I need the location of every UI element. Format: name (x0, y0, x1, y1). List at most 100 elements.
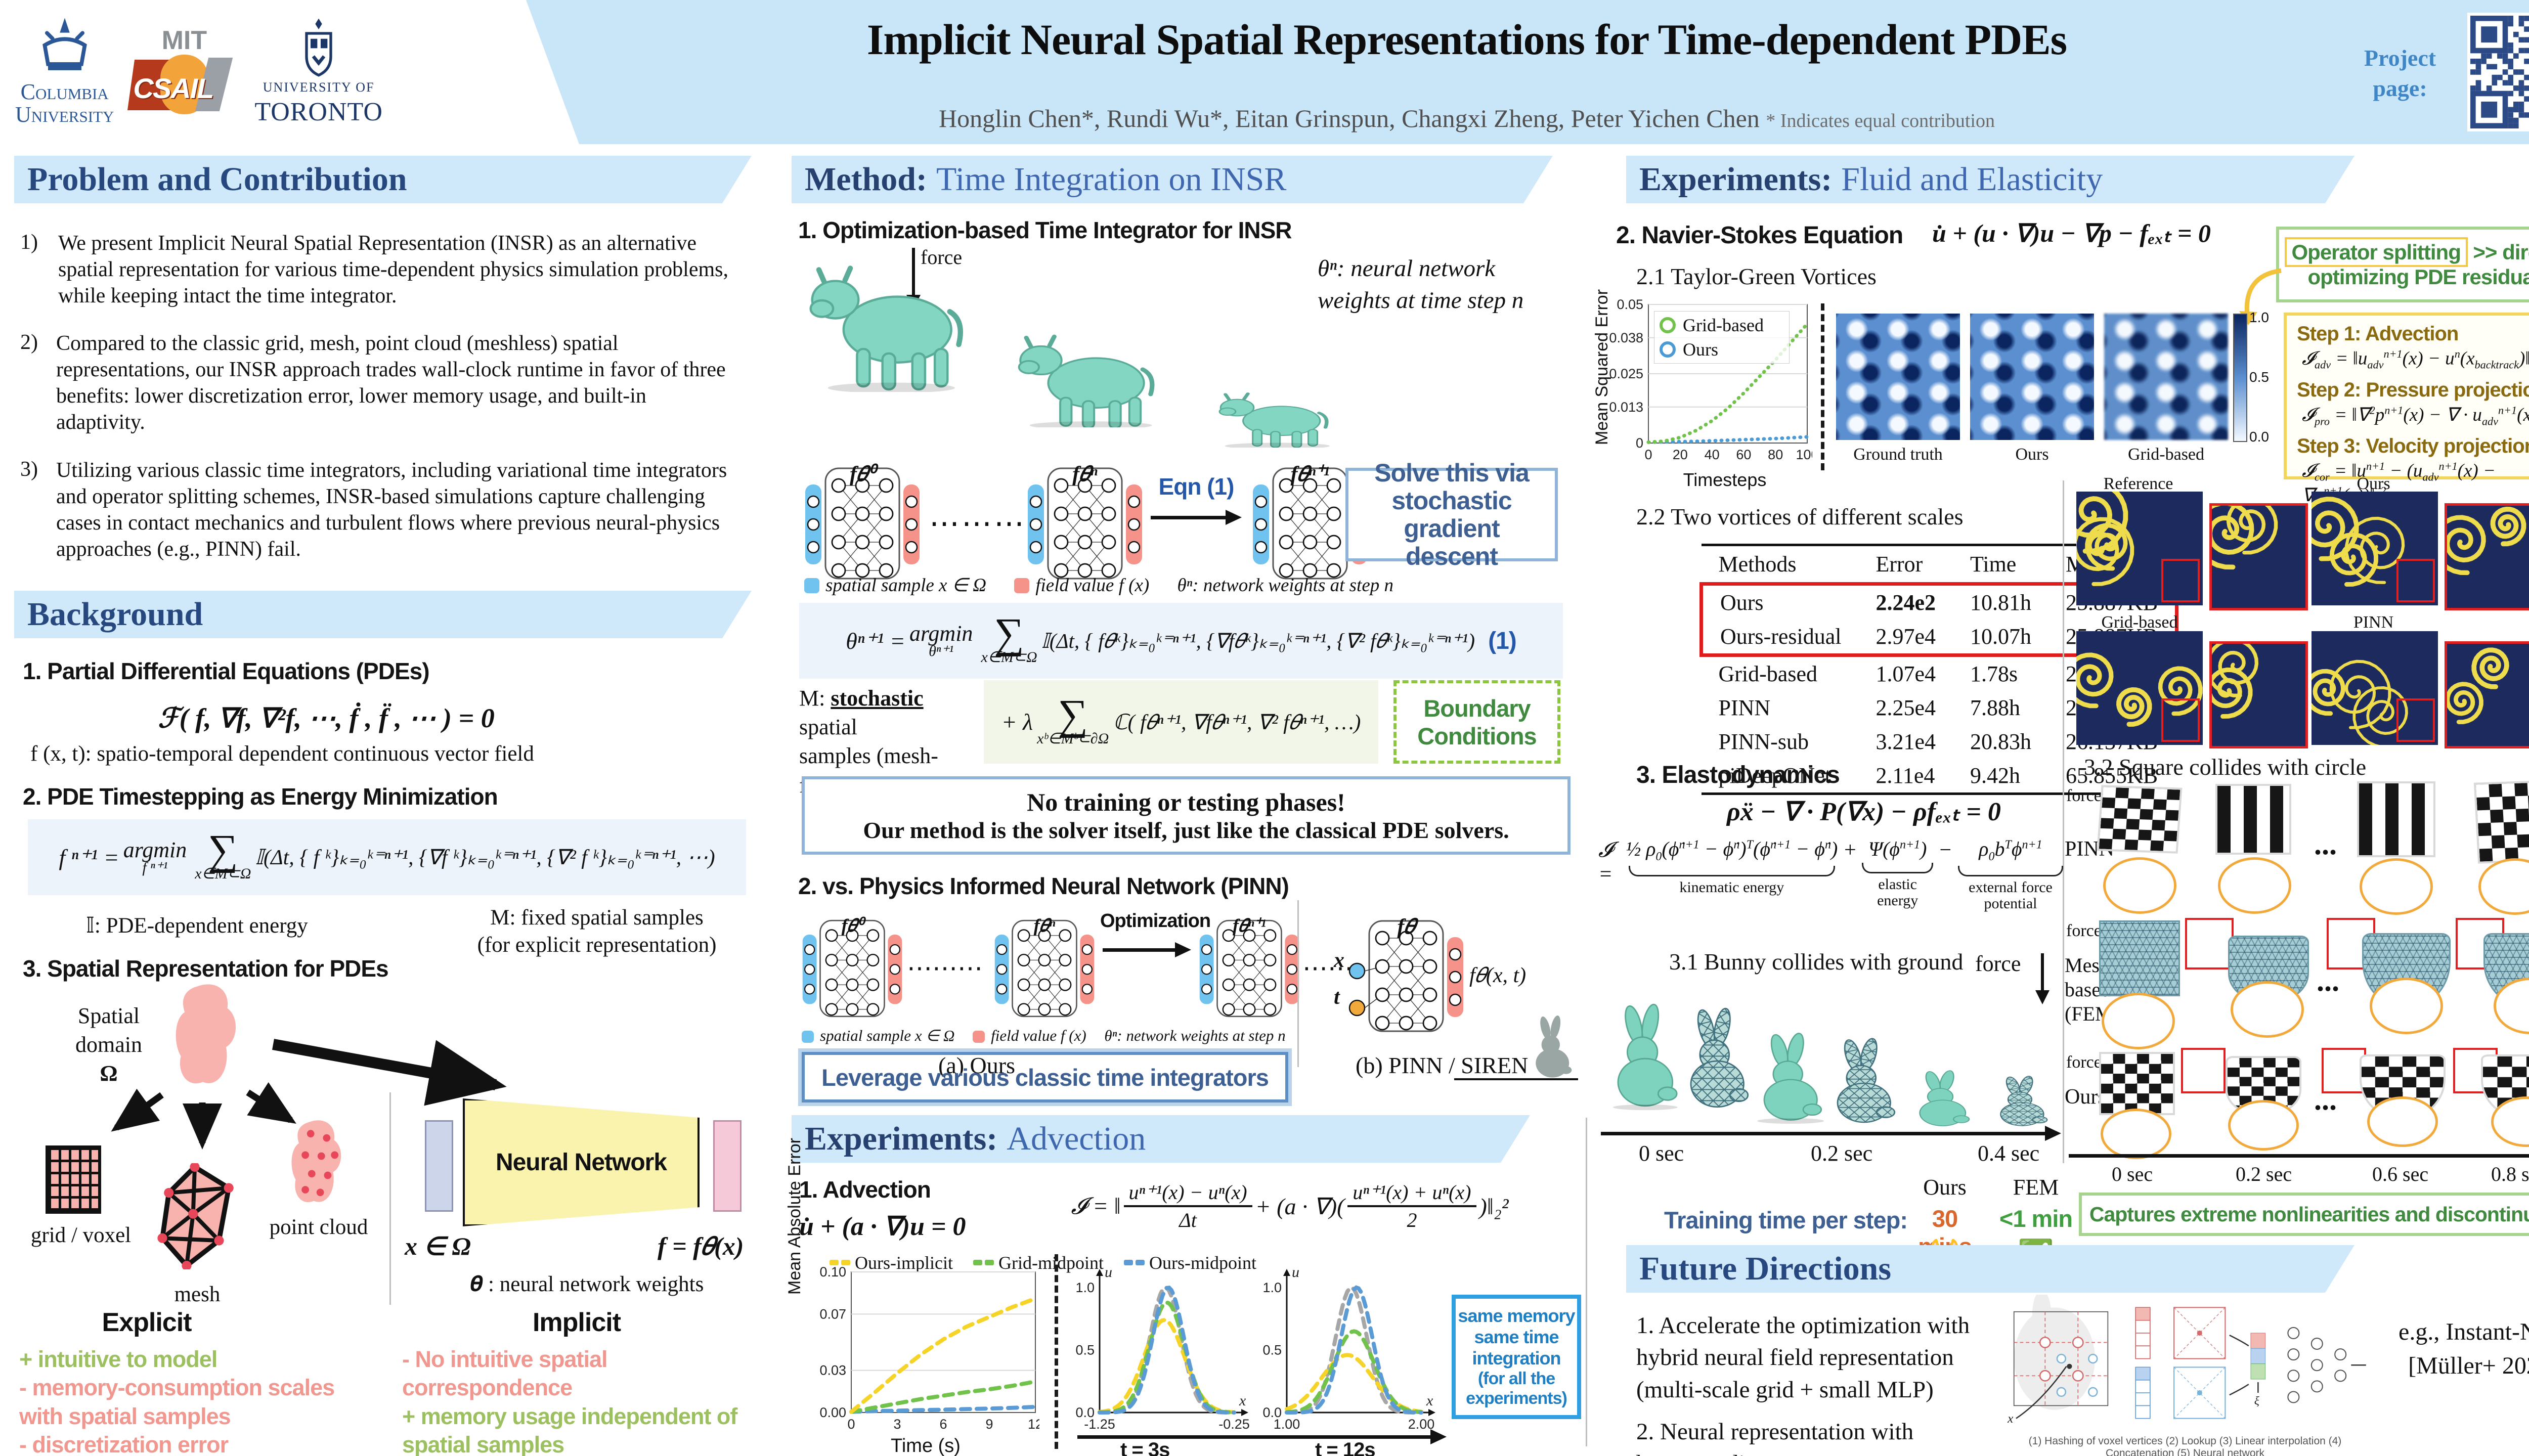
svg-text:6: 6 (939, 1417, 947, 1432)
future-item-1: 1. Accelerate the optimization with hybr… (1636, 1312, 1970, 1403)
toronto-logo: UNIVERSITY OF TORONTO (254, 17, 383, 127)
pde-equation: ℱ( f, ∇f, ∇²f, ⋯, ḟ , f̈ , ⋯ ) = 0 (158, 703, 495, 733)
energy-note: 𝕀: PDE-dependent energy (86, 914, 308, 938)
columbia-wordmark: Columbia University (15, 79, 114, 127)
square-circle-title: 3.2 Square collides with circle (2084, 754, 2367, 780)
row-dots: ... (2314, 827, 2337, 861)
svg-text:0.5: 0.5 (1262, 1342, 1282, 1357)
elasto-energy-eq: 𝓘 = ½ ρ0(ϕ̇n+1 − ϕ̇n)T(ϕ̇n+1 − ϕ̇n) kine… (1598, 837, 2064, 911)
pinn-row: ... (2097, 780, 2529, 915)
table-cell: PINN-sub (1718, 729, 1809, 754)
cbar-min: 0.0 (2249, 429, 2269, 445)
advection-title: 1. Advection (799, 1176, 931, 1203)
cow-standing (802, 260, 974, 392)
step1-title: Step 1: Advection (2297, 323, 2459, 345)
operator-splitting-steps: Step 1: Advection 𝓘adv = ‖uadvn+1(x) − u… (2284, 313, 2529, 508)
vortex-label-pinn: PINN (2353, 613, 2394, 632)
equal-contribution-note: * Indicates equal contribution (1766, 110, 1995, 131)
background-timestepping-title: 2. PDE Timestepping as Energy Minimizati… (23, 783, 498, 810)
optimization-arrow (1103, 942, 1191, 957)
project-page-label: Project page: (2364, 45, 2436, 101)
table-cell: 1.07e4 (1876, 661, 1936, 686)
vortex-reference-zoom (2209, 503, 2308, 610)
fixed-samples-note: M: fixed spatial samples (for explicit re… (477, 906, 717, 957)
taylor-green-title: 2.1 Taylor-Green Vortices (1636, 263, 1877, 289)
captures-box: Captures extreme nonlinearities and disc… (2079, 1193, 2529, 1236)
equation-number: (1) (1488, 627, 1517, 654)
svg-text:2.00: 2.00 (1408, 1417, 1435, 1432)
mesh-icon (157, 1163, 234, 1269)
pro-con-item: + intuitive to model (19, 1346, 217, 1372)
svg-text:-0.25: -0.25 (1218, 1417, 1249, 1432)
explicit-implicit-divider (389, 1092, 391, 1305)
point-cloud-label: point cloud (269, 1215, 368, 1239)
elastodynamics-eq: ρẍ − ∇ · P(∇x) − ρfₑₓₜ = 0 (1727, 798, 2001, 826)
timeline2-08: 0.8 sec (2491, 1163, 2529, 1185)
vortex-grid-img (2076, 631, 2203, 745)
circle (2360, 858, 2433, 915)
bunny-title: 3.1 Bunny collides with ground (1669, 949, 1964, 975)
pinn-input-t: t (1334, 986, 1340, 1009)
svg-text:1.0: 1.0 (1262, 1280, 1282, 1295)
navier-stokes-eq: u̇ + (u · ∇)u − ∇p − fₑₓₜ = 0 (1932, 219, 2211, 247)
toronto-wordmark-top: UNIVERSITY OF (263, 80, 375, 95)
heatmap-colorbar (2233, 314, 2247, 442)
zoom-inset (2185, 918, 2234, 969)
authors: Honglin Chen*, Rundi Wu*, Eitan Grinspun… (938, 104, 1760, 133)
section-problem-contribution: Problem and Contribution (14, 156, 752, 203)
training-time-label: Training time per step: (1664, 1207, 1908, 1233)
ngp-caption: (1) Hashing of voxel vertices (2) Lookup… (2028, 1435, 2342, 1456)
qr-code (2467, 13, 2529, 131)
eqn1-arrow (1151, 510, 1242, 525)
table-cell: PINN (1718, 695, 1771, 720)
same-memory-box: same memory same time integration (for a… (1452, 1295, 1581, 1419)
neural-network-box: Neural Network (463, 1098, 700, 1226)
ground-line (1454, 1078, 1578, 1080)
striped-square (2215, 784, 2291, 855)
svg-text:0.05: 0.05 (1617, 298, 1643, 312)
future-item-2: 2. Neural representation with better gra… (1636, 1419, 1914, 1456)
item-number: 2) (20, 331, 38, 355)
circle (2218, 857, 2291, 914)
table-cell: 3.21e4 (1876, 729, 1936, 754)
advection-energy-eq: 𝓘 = ‖ uⁿ⁺¹(x) − uⁿ(x) Δt + (a · ∇)( uⁿ⁺¹(… (1071, 1181, 1509, 1231)
boundary-conditions-box: Boundary Conditions (1393, 680, 1560, 764)
svg-text:0: 0 (1644, 447, 1652, 462)
navier-stokes-title: 2. Navier-Stokes Equation (1616, 222, 1903, 249)
vortex-label-reference: Reference (2103, 474, 2173, 493)
vortex-reference-img (2076, 492, 2203, 605)
table-cell: 7.88h (1970, 695, 2021, 720)
table-cell: 1.78s (1970, 661, 2018, 686)
legend-item: Ours-implicit (830, 1252, 953, 1273)
circle (2228, 1100, 2299, 1151)
bunny-force-arrow (2035, 953, 2050, 1004)
svg-text:12: 12 (1028, 1417, 1039, 1432)
svg-text:1.00: 1.00 (1274, 1417, 1300, 1432)
cbar-mid: 0.5 (2249, 369, 2269, 385)
table-cell: 2.25e4 (1876, 695, 1936, 720)
legend-sample: spatial sample x ∈ Ω (825, 575, 986, 596)
toronto-crest-icon (305, 18, 332, 77)
ellipsis: ⋯⋯ (1302, 954, 1353, 982)
elastodynamics-title: 3. Elastodynamics (1636, 762, 1840, 788)
checker-square (2099, 1052, 2175, 1115)
tg-xlabel: Timesteps (1683, 469, 1767, 490)
contribution-item: Compared to the classic grid, mesh, poin… (56, 332, 726, 434)
nn-input-bar (425, 1120, 453, 1212)
contribution-item: We present Implicit Neural Spatial Repre… (58, 232, 729, 308)
section-future-directions: Future Directions (1626, 1245, 2354, 1293)
svg-text:0.025: 0.025 (1609, 366, 1643, 381)
instant-ngp-ref: e.g., Instant-NGP[Müller+ 2022] (2399, 1318, 2529, 1380)
spatial-domain-label: Spatial domain Ω (75, 1003, 142, 1086)
pinn-divider (1297, 900, 1299, 1067)
ours-net-thetan1: f𝜃ⁿ⁺¹ (1199, 915, 1300, 1019)
toronto-wordmark: TORONTO (254, 98, 383, 126)
svg-text:3: 3 (893, 1417, 901, 1432)
authors-line: Honglin Chen*, Rundi Wu*, Eitan Grinspun… (597, 104, 2337, 133)
ours-row: ... (2099, 1048, 2529, 1159)
t3-chart: u x 0.0 0.5 1.0 -1.25 -0.25 (1067, 1264, 1249, 1434)
background-spatialrep-title: 3. Spatial Representation for PDEs (23, 955, 389, 982)
caption-a-ours: (a) Ours (938, 1052, 1015, 1078)
implicit-title: Implicit (532, 1308, 621, 1337)
right-subcolumn-divider (2063, 480, 2064, 1163)
